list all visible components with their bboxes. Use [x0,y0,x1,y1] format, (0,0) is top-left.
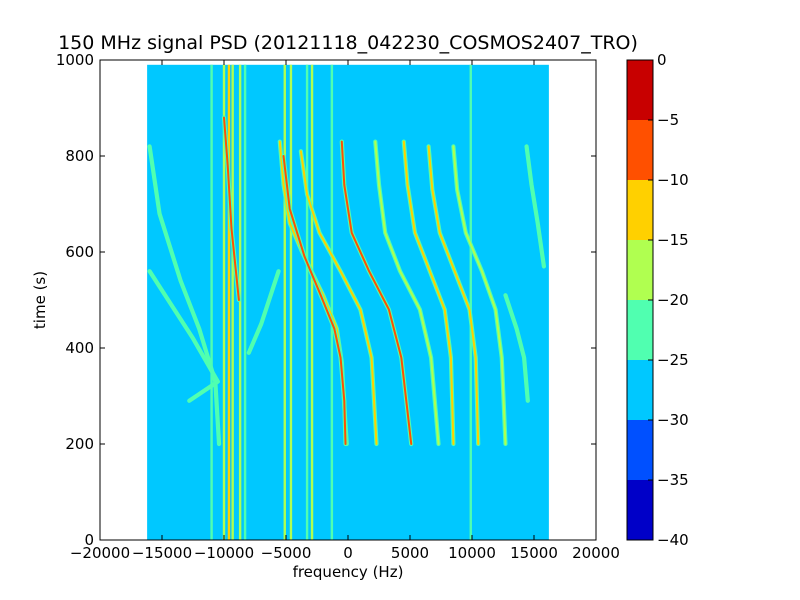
x-tick-label: −5000 [261,544,312,562]
colorbar-tick-label: −30 [657,411,689,429]
colorbar-segment [627,360,653,420]
signal-trace [340,140,413,445]
colorbar-tick-label: −35 [657,471,689,489]
x-axis: −20000 −15000 −10000 −5000 0 5000 10000 15000 20… [70,60,620,562]
colorbar-tick-label: −20 [657,291,689,309]
colorbar-tick-label: 0 [657,51,667,69]
signal-trace [525,145,545,268]
heatmap-background [147,64,549,541]
x-tick-label: 5000 [391,544,429,562]
y-tick-label: 200 [65,435,94,453]
heatmap [147,64,549,541]
x-tick-label: 10000 [448,544,496,562]
y-tick-label: 800 [65,147,94,165]
chart-title: 150 MHz signal PSD (20121118_042230_COSM… [58,32,638,54]
x-tick-label: 20000 [572,544,620,562]
colorbar-segment [627,60,653,120]
signal-trace [402,140,455,445]
x-axis-label: frequency (Hz) [293,563,404,581]
colorbar-segment [627,240,653,300]
signal-trace [247,270,280,354]
colorbar-tick-label: −10 [657,171,689,189]
y-tick-label: 400 [65,339,94,357]
signal-trace [282,155,347,445]
x-tick-label: −15000 [132,544,192,562]
signal-trace [148,270,219,402]
colorbar: −40 −35 −30 −25 −20 −15 −10 −5 0 [626,51,689,549]
signal-trace [148,145,221,445]
signal-trace [452,145,507,445]
signal-trace [223,116,240,301]
signal-trace [504,294,529,402]
y-tick-label: 600 [65,243,94,261]
x-tick-label: −20000 [70,544,130,562]
y-axis-label: time (s) [31,271,49,329]
signal-trace [374,140,440,445]
colorbar-tick-label: −40 [657,531,689,549]
signal-trace [299,150,378,445]
x-tick-label: −10000 [194,544,254,562]
colorbar-segment [627,120,653,180]
y-tick-label: 1000 [56,51,94,69]
y-axis: 0 200 400 600 800 1000 [56,51,596,549]
colorbar-segment [627,300,653,360]
colorbar-segment [627,420,653,480]
colorbar-segment [627,180,653,240]
colorbar-tick-label: −15 [657,231,689,249]
colorbar-segment [627,480,653,540]
y-tick-label: 0 [84,531,94,549]
signal-trace [427,145,480,445]
colorbar-tick-label: −25 [657,351,689,369]
x-tick-label: 15000 [510,544,558,562]
x-tick-label: 0 [343,544,353,562]
colorbar-tick-label: −5 [657,111,679,129]
